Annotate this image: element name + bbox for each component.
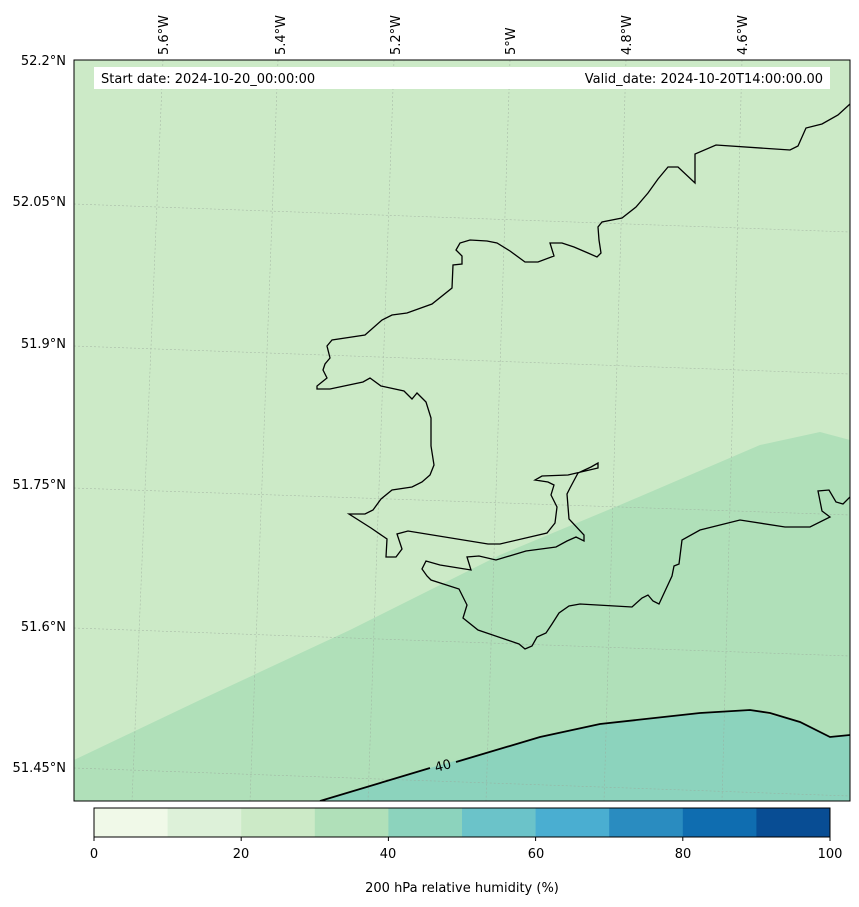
- colorbar-swatch: [609, 808, 684, 837]
- colorbar-swatches: [94, 808, 831, 837]
- map-frame: [73, 59, 851, 802]
- colorbar-tick-label: 40: [380, 847, 397, 862]
- map-area: [74, 60, 850, 801]
- lon-label: 5.4°W: [274, 15, 289, 55]
- lon-label: 5°W: [504, 27, 519, 55]
- colorbar-swatch: [241, 808, 316, 837]
- colorbar-ticks: [93, 837, 831, 841]
- colorbar-swatch: [314, 808, 389, 837]
- colorbar-tick-label: 100: [818, 847, 843, 862]
- colorbar-swatch: [756, 808, 831, 837]
- contour-label: 40: [433, 757, 453, 776]
- colorbar-swatch: [462, 808, 537, 837]
- colorbar-swatch: [535, 808, 610, 837]
- rh-band-30-40: [74, 432, 850, 801]
- colorbar-frame: [93, 807, 831, 838]
- start-date: Start date: 2024-10-20_00:00:00: [101, 72, 315, 87]
- longitude-labels: 5.6°W 5.4°W 5.2°W 5°W 4.8°W 4.6°W: [157, 15, 751, 55]
- graticule: [74, 60, 850, 801]
- lon-label: 5.6°W: [157, 15, 172, 55]
- colorbar-tick-label: 0: [90, 847, 98, 862]
- lat-label: 51.9°N: [21, 337, 66, 352]
- latitude-labels: 52.2°N 52.05°N 51.9°N 51.75°N 51.6°N 51.…: [13, 54, 66, 776]
- colorbar-swatch: [167, 808, 242, 837]
- lat-label: 51.75°N: [13, 478, 66, 493]
- rh-band-40-50: [320, 710, 850, 801]
- lat-label: 52.05°N: [13, 195, 66, 210]
- lon-label: 4.8°W: [620, 15, 635, 55]
- colorbar-tick-label: 60: [528, 847, 545, 862]
- contour-40-line: [319, 709, 850, 801]
- colorbar-tick-label: 80: [675, 847, 692, 862]
- colorbar-title: 200 hPa relative humidity (%): [365, 881, 559, 896]
- lat-label: 51.6°N: [21, 620, 66, 635]
- colorbar-tick-label: 20: [233, 847, 250, 862]
- valid-date: Valid_date: 2024-10-20T14:00:00.00: [585, 72, 823, 87]
- lon-label: 4.6°W: [736, 15, 751, 55]
- colorbar: 0 20 40 60 80 100 200 hPa relative humid…: [90, 807, 843, 896]
- coastline-north: [316, 103, 850, 650]
- lat-label: 52.2°N: [21, 54, 66, 69]
- colorbar-swatch: [682, 808, 757, 837]
- colorbar-swatch: [388, 808, 463, 837]
- lat-label: 51.45°N: [13, 761, 66, 776]
- lon-label: 5.2°W: [389, 15, 404, 55]
- info-box: [94, 67, 830, 89]
- colorbar-swatch: [94, 808, 169, 837]
